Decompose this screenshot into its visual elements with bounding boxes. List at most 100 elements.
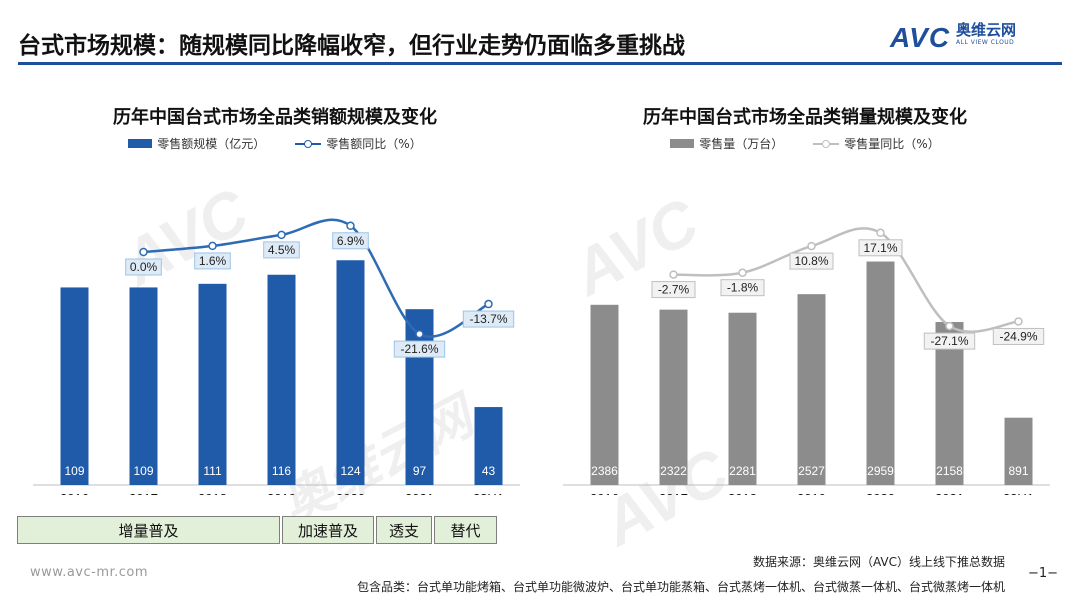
yoy-label-box [462, 310, 515, 328]
sales-value-chart: 109 2016 109 2017 111 2018 116 2019 124 2020 97 202… [33, 218, 520, 495]
yoy-label-box [194, 252, 231, 270]
yoy-label-text: -21.6% [400, 342, 438, 356]
yoy-label-box [393, 340, 446, 358]
yoy-label-box [720, 279, 765, 297]
yoy-label-text: 17.1% [863, 241, 897, 255]
yoy-label: -27.1% [923, 332, 976, 350]
avc-logo: AVC 奥维云网 ALL VIEW CLOUD [890, 22, 1016, 54]
yoy-label: 17.1% [858, 239, 903, 257]
yoy-label-text: 10.8% [794, 254, 828, 268]
bar [728, 312, 757, 485]
data-source-note: 数据来源：奥维云网（AVC）线上线下推总数据 [752, 555, 1005, 569]
yoy-point [346, 221, 355, 231]
legend-label: 零售额规模（亿元） [157, 137, 266, 151]
page-title: 台式市场规模：随规模同比降幅收窄，但行业走势仍面临多重挑战 [18, 33, 685, 59]
yoy-label-text: -2.7% [658, 283, 690, 297]
bar [405, 309, 434, 485]
bar-value-label: 891 [1008, 464, 1028, 478]
bar-value-label: 2959 [867, 464, 894, 478]
x-tick-label: 2016 [60, 491, 89, 495]
sales-value-chart-panel: 历年中国台式市场全品类销额规模及变化 零售额规模（亿元） 零售额同比（%） 10… [15, 95, 535, 495]
x-tick-label: 2020 [336, 491, 365, 495]
bar-value-label: 2322 [660, 464, 687, 478]
yoy-point [139, 247, 148, 257]
yoy-label-text: -24.9% [999, 329, 1037, 343]
yoy-label-text: 0.0% [130, 260, 158, 274]
logo-mark: AVC [890, 22, 951, 53]
yoy-line [143, 218, 490, 338]
yoy-point [415, 329, 424, 339]
yoy-label-box [125, 258, 162, 276]
bar-value-label: 109 [64, 464, 84, 478]
yoy-label: 1.6% [194, 252, 231, 270]
legend-item-line: 零售额同比（%） [295, 135, 422, 152]
yoy-point [1014, 317, 1023, 326]
yoy-point [277, 230, 286, 240]
website-url: www.avc-mr.com [30, 565, 149, 580]
yoy-point [807, 241, 816, 251]
x-tick-label: 22H1 [1003, 491, 1034, 495]
bar [336, 260, 365, 485]
yoy-label-box [651, 281, 696, 299]
yoy-point [876, 228, 885, 238]
yoy-label: 10.8% [789, 252, 834, 270]
legend-line-swatch [295, 139, 322, 149]
legend-bar-swatch [670, 139, 695, 148]
yoy-label: -2.7% [651, 281, 696, 299]
yoy-label-box [923, 332, 976, 350]
x-tick-label: 2020 [866, 491, 895, 495]
yoy-label-box [332, 232, 369, 250]
yoy-point [208, 241, 217, 251]
yoy-label-text: 1.6% [199, 254, 227, 268]
bar-value-label: 97 [413, 464, 427, 478]
chart-title: 历年中国台式市场全品类销量规模及变化 [643, 107, 967, 128]
x-tick-label: 2016 [590, 491, 619, 495]
yoy-label: -13.7% [462, 310, 515, 328]
yoy-label-text: 6.9% [337, 234, 365, 248]
logo-cn: 奥维云网 [956, 21, 1017, 39]
yoy-label-box [992, 327, 1045, 345]
bar-value-label: 124 [340, 464, 360, 478]
x-tick-label: 2018 [728, 491, 757, 495]
yoy-point [945, 321, 954, 331]
x-tick-label: 2021 [935, 491, 964, 495]
yoy-label-text: -1.8% [727, 281, 759, 295]
yoy-label-text: -27.1% [930, 334, 968, 348]
yoy-label-text: 4.5% [268, 243, 296, 257]
yoy-label: 6.9% [332, 232, 369, 250]
yoy-point [738, 268, 747, 277]
x-tick-label: 2017 [129, 491, 158, 495]
bar [590, 304, 619, 485]
page-number: −1− [1027, 566, 1058, 581]
chart-title: 历年中国台式市场全品类销额规模及变化 [113, 107, 437, 128]
legend-item-bar: 零售额规模（亿元） [128, 135, 265, 152]
category-note: 包含品类：台式单功能烤箱、台式单功能微波炉、台式单功能蒸箱、台式蒸烤一体机、台式… [356, 580, 1005, 594]
header-divider [18, 62, 1062, 65]
logo-en: ALL VIEW CLOUD [956, 39, 1015, 46]
chart-legend: 零售额规模（亿元） 零售额同比（%） [15, 135, 535, 152]
yoy-label-box [789, 252, 834, 270]
bar-value-label: 111 [203, 464, 222, 478]
stage-box: 加速普及 [282, 516, 374, 544]
yoy-label: -21.6% [393, 340, 446, 358]
legend-bar-swatch [128, 139, 153, 148]
legend-item-line: 零售量同比（%） [813, 135, 940, 152]
bar [60, 287, 89, 485]
logo-text: 奥维云网 ALL VIEW CLOUD [956, 21, 1017, 47]
yoy-label: 0.0% [125, 258, 162, 276]
x-tick-label: 2017 [659, 491, 688, 495]
bar-value-label: 116 [272, 464, 291, 478]
stage-box: 透支 [376, 516, 432, 544]
yoy-label: -1.8% [720, 279, 765, 297]
x-tick-label: 2018 [198, 491, 227, 495]
bar [198, 283, 227, 485]
sales-volume-chart-panel: 历年中国台式市场全品类销量规模及变化 零售量（万台） 零售量同比（%） 2386… [545, 95, 1065, 495]
yoy-label-box [858, 239, 903, 257]
bar [267, 274, 296, 485]
sales-volume-chart: 2386 2016 2322 2017 2281 2018 2527 2019 2959 2020… [563, 227, 1050, 495]
bar-value-label: 43 [482, 464, 496, 478]
yoy-point [484, 299, 493, 309]
bar-value-label: 2158 [936, 464, 963, 478]
bar [129, 287, 158, 485]
bar [866, 261, 895, 485]
